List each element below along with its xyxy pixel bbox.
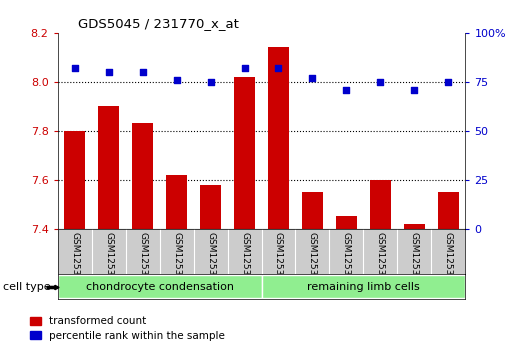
Text: GDS5045 / 231770_x_at: GDS5045 / 231770_x_at	[78, 17, 239, 30]
Text: chondrocyte condensation: chondrocyte condensation	[86, 282, 233, 292]
Text: GSM1253157: GSM1253157	[104, 232, 113, 293]
Bar	[370, 180, 391, 229]
Point	[343, 87, 351, 93]
Point	[206, 79, 215, 85]
Bar	[438, 192, 459, 229]
Point	[275, 65, 283, 71]
Text: GSM1253159: GSM1253159	[172, 232, 181, 293]
Bar	[58, 275, 262, 298]
Text: cell type: cell type	[3, 282, 50, 293]
Bar	[404, 224, 425, 229]
Text: GSM1253164: GSM1253164	[342, 232, 351, 293]
Text: GSM1253158: GSM1253158	[138, 232, 147, 293]
Text: GSM1253156: GSM1253156	[70, 232, 79, 293]
Point	[105, 69, 113, 75]
Text: remaining limb cells: remaining limb cells	[307, 282, 420, 292]
Point	[377, 79, 385, 85]
Text: GSM1253163: GSM1253163	[308, 232, 317, 293]
Point	[173, 77, 181, 83]
Point	[70, 65, 78, 71]
Bar	[268, 47, 289, 229]
Bar	[166, 175, 187, 229]
Bar	[200, 185, 221, 229]
Bar	[302, 192, 323, 229]
Bar	[234, 77, 255, 229]
Text: GSM1253162: GSM1253162	[274, 232, 283, 293]
Text: GSM1253165: GSM1253165	[376, 232, 385, 293]
Text: GSM1253167: GSM1253167	[444, 232, 453, 293]
Bar	[262, 275, 465, 298]
Point	[411, 87, 419, 93]
Bar	[64, 131, 85, 229]
Bar	[132, 123, 153, 229]
Point	[138, 69, 146, 75]
Legend: transformed count, percentile rank within the sample: transformed count, percentile rank withi…	[26, 312, 229, 345]
Point	[241, 65, 249, 71]
Text: GSM1253161: GSM1253161	[240, 232, 249, 293]
Bar	[336, 216, 357, 229]
Bar	[98, 106, 119, 229]
Point	[309, 75, 317, 81]
Text: GSM1253166: GSM1253166	[410, 232, 419, 293]
Point	[445, 79, 453, 85]
Text: GSM1253160: GSM1253160	[206, 232, 215, 293]
